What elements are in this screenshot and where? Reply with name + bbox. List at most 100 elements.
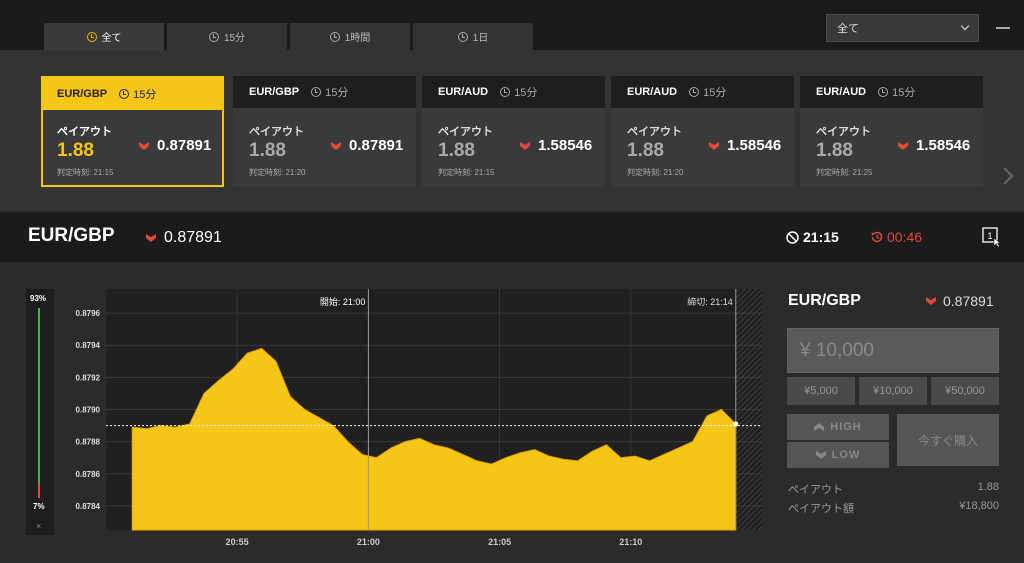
card-header: EUR/AUD 15分	[800, 76, 983, 108]
card-payout-value: 1.88	[249, 140, 286, 161]
card-rate: 1.58546	[709, 137, 781, 154]
price-chart[interactable]: 20:55 21:00 21:05 21:10 0.8796 0.8794 0.8792 0.…	[60, 289, 764, 555]
card-rate: 0.87891	[139, 137, 211, 154]
card-judge-time: 判定時刻: 21:15	[438, 168, 495, 177]
card-duration: 15分	[689, 84, 726, 100]
down-arrow-icon	[520, 141, 530, 150]
card-asset-name: EUR/AUD	[438, 86, 489, 98]
payout-amount-row: ペイアウト額 ¥18,800	[788, 500, 999, 515]
y-tick-label: 0.8790	[76, 406, 101, 415]
asset-filter-select[interactable]: 全て	[826, 14, 979, 42]
expiry-time: 21:15	[786, 229, 839, 245]
card-duration: 15分	[311, 84, 348, 100]
card-asset-name: EUR/AUD	[627, 86, 678, 98]
high-sentiment-fill	[38, 308, 40, 484]
x-tick-label: 20:55	[226, 537, 249, 547]
start-label: 開始: 21:00	[320, 296, 366, 307]
clock-icon	[119, 89, 130, 99]
card-payout-label: ペイアウト	[627, 126, 682, 138]
asset-card[interactable]: EUR/AUD 15分 ペイアウト 1.88 1.58546 判定時刻: 21:20	[611, 76, 794, 187]
card-asset-name: EUR/GBP	[249, 86, 300, 98]
panel-asset-name: EUR/GBP	[788, 292, 861, 309]
clock-icon	[457, 31, 468, 42]
low-percentage: 7%	[33, 502, 45, 511]
card-rate: 1.58546	[898, 137, 970, 154]
card-rate: 1.58546	[520, 137, 592, 154]
card-payout-value: 1.88	[816, 140, 853, 161]
panel-rate: 0.87891	[926, 293, 994, 309]
card-duration: 15分	[119, 86, 156, 102]
buy-now-button[interactable]: 今すぐ購入	[897, 414, 999, 466]
top-bar: 全て 15分 1時間 1日 全て	[0, 0, 1024, 50]
card-judge-time: 判定時刻: 21:20	[249, 168, 306, 177]
x-tick-label: 21:10	[619, 537, 642, 547]
clock-icon	[311, 87, 322, 97]
down-arrow-icon	[331, 141, 341, 150]
down-arrow-icon	[146, 234, 156, 242]
close-sentiment-button[interactable]: ×	[36, 521, 42, 531]
card-asset-name: EUR/GBP	[57, 88, 108, 100]
low-button[interactable]: LOW	[787, 442, 889, 468]
high-button[interactable]: HIGH	[787, 414, 889, 440]
x-tick-label: 21:05	[488, 537, 511, 547]
card-payout-value: 1.88	[438, 140, 475, 161]
trader-sentiment-bar: 93% 7% ×	[26, 289, 54, 535]
quick-amount-50000-button[interactable]: ¥50,000	[931, 377, 999, 405]
asset-card[interactable]: EUR/AUD 15分ペイアウト 1.88 1.58546 判定時刻: 21:25	[800, 76, 983, 187]
down-arrow-icon	[926, 297, 936, 305]
investment-amount-input[interactable]	[787, 328, 999, 373]
tab-1hour[interactable]: 1時間	[290, 23, 410, 50]
card-header: EUR/GBP 15分	[233, 76, 416, 108]
card-duration: 15分	[878, 84, 915, 100]
card-payout-value: 1.88	[627, 140, 664, 161]
high-percentage: 93%	[30, 294, 47, 303]
y-tick-label: 0.8784	[76, 502, 101, 511]
clock-icon	[878, 87, 889, 97]
up-arrow-icon	[814, 423, 825, 431]
duration-tabs: 全て 15分 1時間 1日	[44, 23, 533, 50]
asset-name: EUR/GBP	[28, 225, 115, 246]
card-header: EUR/GBP 15分	[43, 78, 222, 110]
down-arrow-icon	[139, 141, 149, 150]
asset-header: EUR/GBP 0.87891 21:15 00:46 1	[0, 212, 1024, 262]
history-icon	[871, 231, 883, 243]
quick-amount-10000-button[interactable]: ¥10,000	[859, 377, 927, 405]
down-arrow-icon	[898, 141, 908, 150]
clock-icon	[689, 87, 700, 97]
card-payout-label: ペイアウト	[438, 126, 493, 138]
chevron-right-icon[interactable]	[996, 167, 1014, 185]
card-judge-time: 判定時刻: 21:25	[816, 168, 873, 177]
y-tick-label: 0.8786	[76, 470, 101, 479]
card-header: EUR/AUD 15分	[611, 76, 794, 108]
no-entry-icon	[786, 230, 799, 244]
x-tick-label: 21:00	[357, 537, 380, 547]
payout-row: ペイアウト 1.88	[788, 481, 999, 496]
svg-text:1: 1	[987, 231, 992, 241]
card-asset-name: EUR/AUD	[816, 86, 867, 98]
asset-card[interactable]: EUR/AUD 15分ペイアウト 1.88 1.58546 判定時刻: 21:15	[422, 76, 605, 187]
one-click-trade-button[interactable]: 1	[982, 227, 1002, 252]
clock-icon	[329, 31, 340, 42]
down-arrow-icon	[709, 141, 719, 150]
tab-1day[interactable]: 1日	[413, 23, 533, 50]
asset-rate: 0.87891	[146, 229, 222, 247]
asset-card[interactable]: EUR/GBP 15分 ペイアウト 1.88 0.87891 判定時刻: 21:20	[233, 76, 416, 187]
tab-all[interactable]: 全て	[44, 23, 164, 50]
y-tick-label: 0.8794	[76, 341, 101, 350]
low-sentiment-fill	[38, 484, 40, 498]
chevron-down-icon	[960, 21, 970, 31]
down-arrow-icon	[815, 451, 826, 459]
quick-amount-5000-button[interactable]: ¥5,000	[787, 377, 855, 405]
card-header: EUR/AUD 15分	[422, 76, 605, 108]
tab-15min[interactable]: 15分	[167, 23, 287, 50]
card-payout-label: ペイアウト	[816, 126, 871, 138]
clock-icon	[208, 31, 219, 42]
asset-card[interactable]: EUR/GBP 15分 ペイアウト 1.88 0.87891 判定時刻: 21:15	[41, 76, 224, 187]
end-label: 締切: 21:14	[687, 296, 733, 307]
asset-cards-row: EUR/GBP 15分 ペイアウト 1.88 0.87891 判定時刻: 21:15 EUR…	[0, 50, 1024, 210]
countdown-timer: 00:46	[870, 229, 922, 245]
y-tick-label: 0.8788	[76, 438, 101, 447]
current-price-dot	[733, 421, 739, 427]
minimize-button[interactable]	[996, 27, 1010, 29]
card-payout-value: 1.88	[57, 140, 94, 161]
